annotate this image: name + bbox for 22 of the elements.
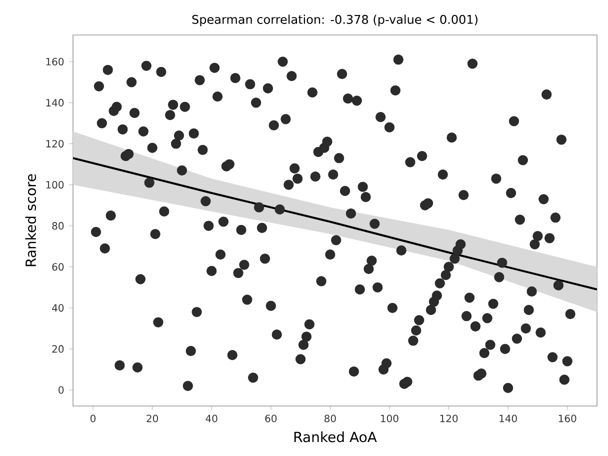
y-tick-label: 120 [46,140,64,148]
x-tick-label: 140 [500,414,517,422]
x-tick-label: 80 [324,414,336,422]
y-tick-label: 100 [46,181,64,189]
x-tick-label: 20 [146,414,158,422]
y-tick-label: 160 [46,58,64,66]
x-axis-title: Ranked AoA [294,431,377,442]
line-series [73,157,597,290]
y-tick-label: 20 [52,345,64,353]
y-tick-label: 40 [52,304,64,312]
y-tick-label: 140 [46,98,64,106]
y-tick-label: 0 [58,386,64,394]
y-axis-title: Ranked score [25,174,36,266]
x-tick-label: 0 [90,414,96,422]
x-tick-label: 40 [206,414,218,422]
chart-title: Spearman correlation: -0.378 (p-value < 0.001) [192,14,478,26]
x-tick-label: 160 [558,414,576,422]
y-tick-label: 60 [52,263,64,271]
x-tick-label: 120 [440,414,458,422]
y-tick-label: 80 [52,222,64,230]
x-tick-label: 60 [265,414,277,422]
x-tick-label: 100 [381,414,398,422]
